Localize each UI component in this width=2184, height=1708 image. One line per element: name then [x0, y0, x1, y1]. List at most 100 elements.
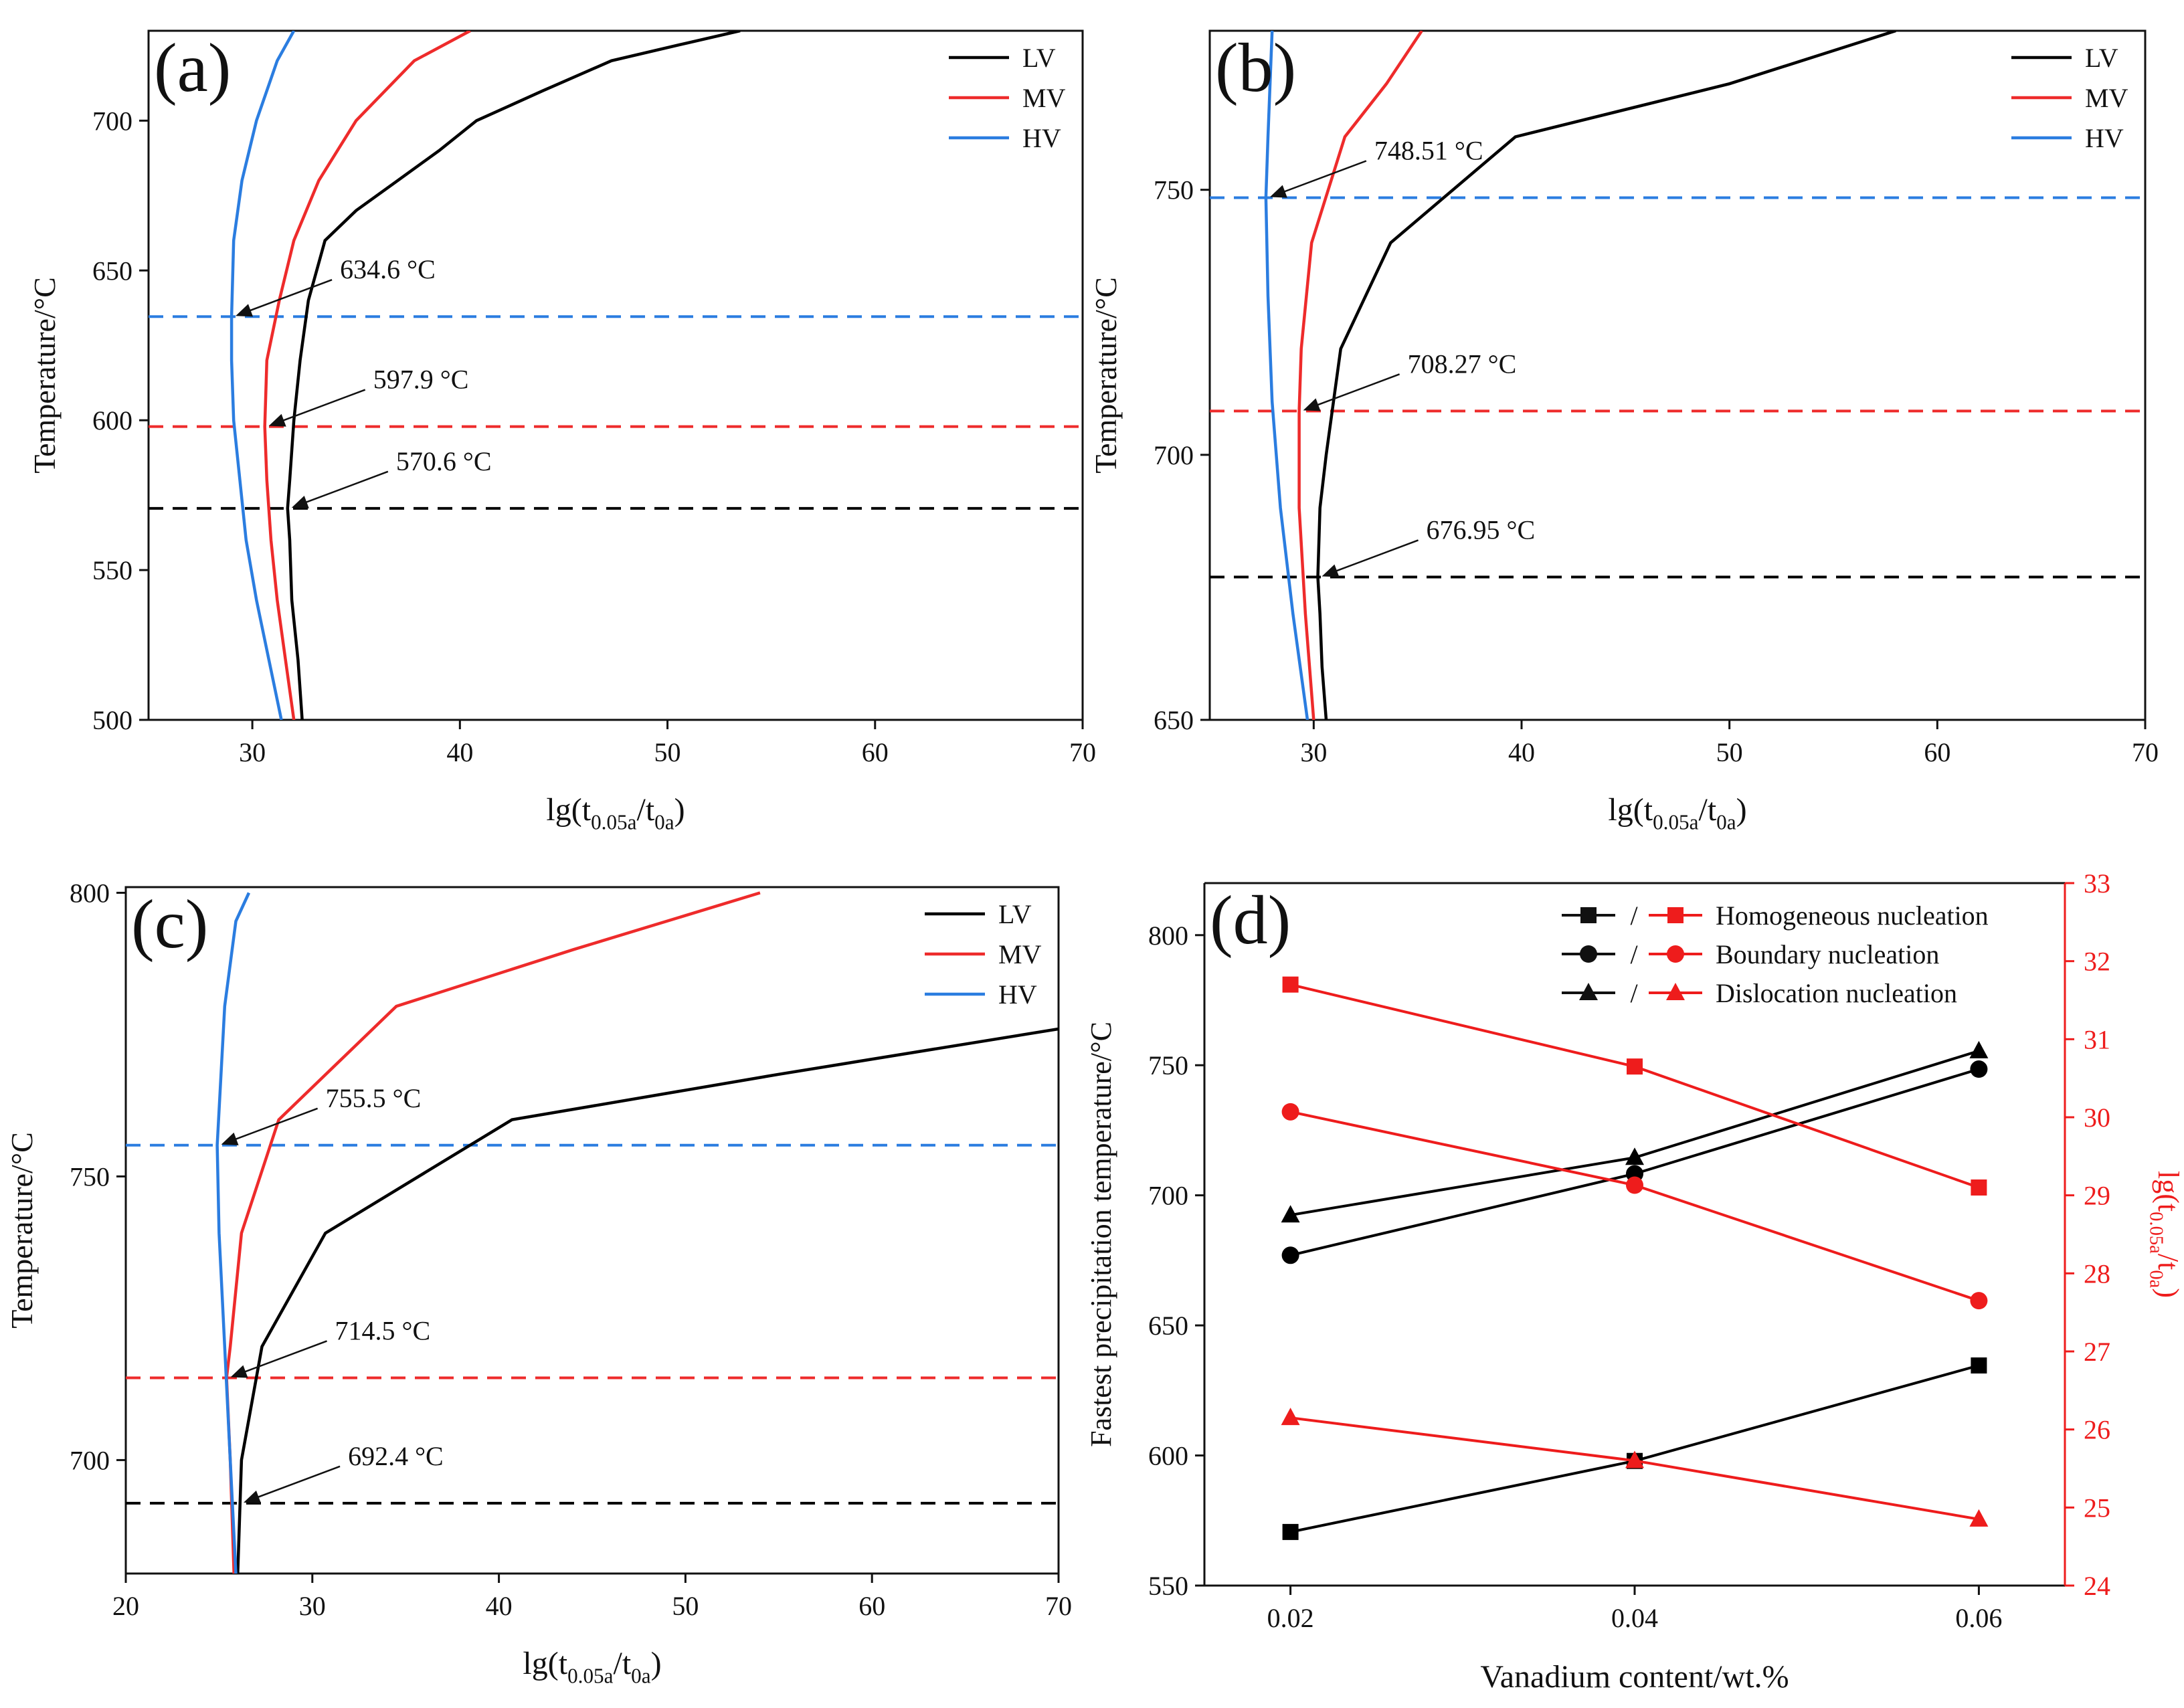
annotation-arrowhead	[1269, 185, 1287, 198]
series-line-HV	[215, 892, 251, 1574]
annotation-arrowhead	[1303, 398, 1321, 411]
y-right-tick-label: 26	[2084, 1415, 2110, 1445]
x-axis-label-text: lg(t0.05a/t0a)	[523, 1646, 661, 1687]
x-tick-label: 60	[1924, 737, 1950, 767]
y-tick-label: 800	[70, 878, 110, 908]
y-tick-label: 600	[92, 405, 132, 436]
annotation-label: 708.27 °C	[1408, 349, 1517, 379]
series-line-LV	[286, 31, 741, 720]
marker-square	[1627, 1058, 1643, 1075]
y-right-tick-label: 32	[2084, 947, 2110, 977]
x-axis-label-text: lg(t0.05a/t0a)	[546, 792, 685, 834]
x-tick-label: 30	[1300, 737, 1327, 767]
series-line-MV	[225, 891, 761, 1574]
y-tick-label: 550	[92, 555, 132, 585]
marker-circle	[1667, 945, 1684, 963]
y-axis-label: Temperature/°C	[5, 1132, 39, 1329]
series-line-left-square	[1290, 1364, 1979, 1533]
series-line-MV	[1297, 31, 1423, 720]
y-right-tick-label: 29	[2084, 1181, 2110, 1211]
annotation-arrow	[248, 1465, 341, 1502]
series-line-LV	[236, 1027, 1059, 1574]
y-axis-label: Temperature/°C	[1089, 277, 1123, 474]
y-tick-label: 750	[70, 1161, 110, 1192]
x-axis-label: lg(t0.05a/t0a)	[1608, 792, 1746, 834]
legend-label: MV	[998, 939, 1042, 969]
marker-circle	[1281, 1246, 1299, 1264]
y-axis-label: Fastest precipitation temperature/°C	[1085, 1022, 1117, 1447]
marker-triangle	[1625, 1147, 1644, 1165]
y-right-axis-label-text: lg(t0.05a/t0a)	[2146, 1171, 2184, 1298]
y-tick-label: 750	[1154, 175, 1194, 205]
annotation-arrow	[296, 470, 389, 507]
x-axis-label-text: lg(t0.05a/t0a)	[1608, 792, 1746, 834]
y-tick-label: 700	[92, 106, 132, 136]
y-right-tick-label: 27	[2084, 1337, 2110, 1367]
y-axis-label: Temperature/°C	[27, 277, 62, 474]
y-tick-label: 700	[1154, 440, 1194, 470]
y-right-tick-label: 28	[2084, 1258, 2110, 1289]
x-tick-label: 0.02	[1267, 1603, 1314, 1633]
y-tick-label: 550	[1148, 1571, 1188, 1601]
panel-label: (a)	[154, 29, 231, 106]
marker-circle	[1580, 945, 1597, 963]
annotation-arrowhead	[268, 413, 286, 427]
legend-separator: /	[1630, 978, 1638, 1008]
x-tick-label: 40	[1508, 737, 1535, 767]
marker-square	[1282, 1523, 1299, 1540]
legend-label: Dislocation nucleation	[1716, 978, 1957, 1008]
y-tick-label: 600	[1148, 1441, 1188, 1471]
marker-triangle	[1281, 1408, 1300, 1426]
y-right-tick-label: 31	[2084, 1024, 2110, 1054]
plot-frame	[1208, 29, 2147, 721]
x-tick-label: 60	[858, 1591, 885, 1621]
series-line-LV	[1316, 31, 1896, 720]
x-tick-label: 20	[112, 1591, 139, 1621]
legend-label: MV	[1022, 83, 1066, 113]
legend-label: Homogeneous nucleation	[1716, 900, 1989, 931]
plot-frame	[147, 29, 1084, 721]
series-line-MV	[263, 31, 471, 720]
marker-circle	[1970, 1060, 1988, 1078]
x-tick-label: 50	[672, 1591, 699, 1621]
marker-triangle	[1666, 983, 1685, 1000]
marker-triangle	[1969, 1040, 1989, 1058]
x-tick-label: 50	[654, 737, 681, 767]
annotation-label: 634.6 °C	[340, 254, 436, 284]
legend-label: HV	[1022, 123, 1061, 153]
marker-circle	[1626, 1176, 1643, 1194]
annotation-arrow	[1308, 373, 1400, 409]
annotation-label: 692.4 °C	[348, 1441, 444, 1471]
marker-circle	[1281, 1103, 1299, 1121]
marker-square	[1971, 1179, 1987, 1196]
x-tick-label: 30	[299, 1591, 326, 1621]
x-tick-label: 50	[1716, 737, 1743, 767]
legend-label: MV	[2085, 83, 2128, 113]
legend-label: HV	[998, 979, 1037, 1010]
panel-1: 30 40 50 60 70 650 700 750 lg(t0.05a/t0a) Tempera…	[1089, 29, 2159, 834]
marker-square	[1282, 976, 1299, 993]
marker-triangle	[1281, 1205, 1300, 1223]
marker-triangle	[1579, 983, 1598, 1000]
annotation-arrowhead	[244, 1490, 262, 1503]
y-tick-label: 700	[70, 1445, 110, 1475]
annotation-arrowhead	[1322, 564, 1340, 577]
annotation-arrow	[240, 279, 333, 315]
annotation-arrowhead	[291, 495, 309, 508]
marker-triangle	[1625, 1450, 1644, 1468]
annotation-label: 676.95 °C	[1427, 514, 1536, 545]
annotation-label: 570.6 °C	[396, 446, 492, 476]
annotation-label: 748.51 °C	[1374, 135, 1483, 165]
x-tick-label: 70	[1045, 1591, 1072, 1621]
annotation-arrow	[274, 389, 366, 425]
series-line-HV	[1264, 31, 1309, 720]
x-tick-label: 70	[1069, 737, 1096, 767]
y-tick-label: 750	[1148, 1050, 1188, 1080]
y-right-axis-label: lg(t0.05a/t0a)	[2146, 1171, 2184, 1298]
annotation-label: 714.5 °C	[335, 1315, 431, 1345]
legend-separator: /	[1630, 900, 1638, 931]
panel-label: (c)	[131, 886, 208, 963]
y-tick-label: 800	[1148, 921, 1188, 951]
marker-circle	[1970, 1292, 1988, 1310]
annotation-arrowhead	[221, 1132, 239, 1145]
